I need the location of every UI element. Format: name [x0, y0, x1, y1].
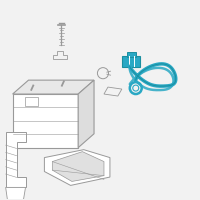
FancyBboxPatch shape — [122, 56, 140, 67]
Polygon shape — [44, 150, 110, 185]
Polygon shape — [78, 80, 94, 148]
Polygon shape — [13, 80, 94, 94]
Polygon shape — [52, 152, 104, 181]
Polygon shape — [6, 132, 26, 187]
Polygon shape — [6, 187, 26, 200]
Polygon shape — [13, 94, 78, 148]
FancyBboxPatch shape — [127, 52, 136, 57]
